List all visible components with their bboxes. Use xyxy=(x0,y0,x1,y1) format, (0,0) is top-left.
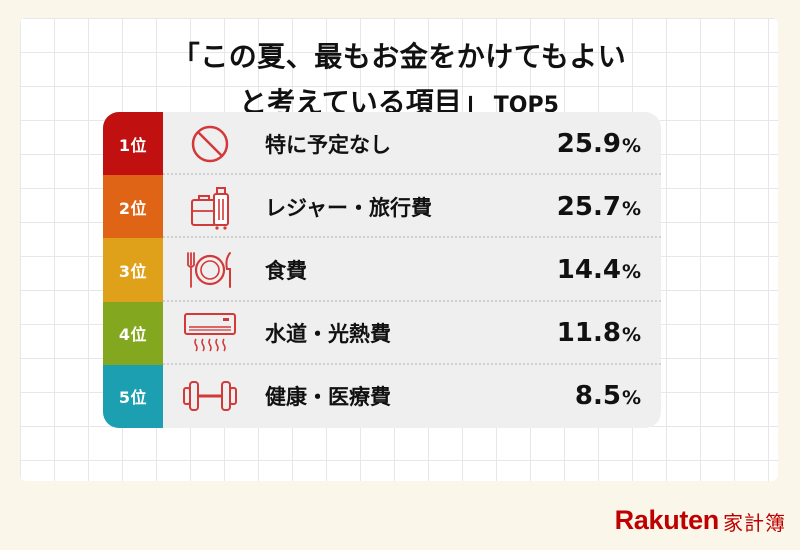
air-conditioner-icon xyxy=(171,306,249,360)
item-value-4: 11.8% xyxy=(521,318,661,348)
value-number-5: 8.5 xyxy=(574,381,621,412)
logo-product: 家計簿 xyxy=(723,511,786,535)
item-value-5: 8.5% xyxy=(521,381,661,411)
rank-column: 1位 2位 3位 4位 5位 xyxy=(103,112,163,428)
ranking-row-3: 食費 14.4% xyxy=(163,238,661,302)
prohibited-icon xyxy=(171,117,249,171)
rank-badge-1: 1位 xyxy=(103,112,163,176)
item-label-4: 水道・光熱費 xyxy=(265,322,391,347)
value-unit-5: % xyxy=(621,387,641,410)
dumbbell-icon xyxy=(171,369,249,423)
rank-badge-3: 3位 xyxy=(103,238,163,302)
logo-brand: Rakuten xyxy=(614,505,720,535)
rank-badge-2: 2位 xyxy=(103,175,163,239)
value-number-1: 25.9 xyxy=(556,128,621,159)
item-value-1: 25.9% xyxy=(521,129,661,159)
ranking-row-5: 健康・医療費 8.5% xyxy=(163,365,661,428)
plate-cutlery-icon xyxy=(171,243,249,297)
value-number-3: 14.4 xyxy=(556,254,621,285)
item-label-1: 特に予定なし xyxy=(265,132,391,157)
item-label-2: レジャー・旅行費 xyxy=(265,195,432,220)
rank-badge-4: 4位 xyxy=(103,301,163,365)
rakuten-kakeibo-logo: Rakuten 家計簿 xyxy=(615,505,786,536)
rank-badge-5: 5位 xyxy=(103,364,163,428)
value-unit-4: % xyxy=(621,324,641,347)
ranking-row-1: 特に予定なし 25.9% xyxy=(163,112,661,176)
value-unit-1: % xyxy=(621,134,641,157)
item-value-2: 25.7% xyxy=(521,192,661,222)
ranking-row-2: レジャー・旅行費 25.7% xyxy=(163,175,661,239)
luggage-icon xyxy=(171,180,249,234)
item-label-3: 食費 xyxy=(265,258,307,283)
item-label-5: 健康・医療費 xyxy=(265,385,391,410)
value-unit-3: % xyxy=(621,260,641,283)
value-unit-2: % xyxy=(621,197,641,220)
item-value-3: 14.4% xyxy=(521,255,661,285)
title-line-1: 「この夏、最もお金をかけてもよい xyxy=(171,40,627,73)
value-number-4: 11.8 xyxy=(556,318,621,349)
value-number-2: 25.7 xyxy=(556,191,621,222)
ranking-row-4: 水道・光熱費 11.8% xyxy=(163,302,661,365)
